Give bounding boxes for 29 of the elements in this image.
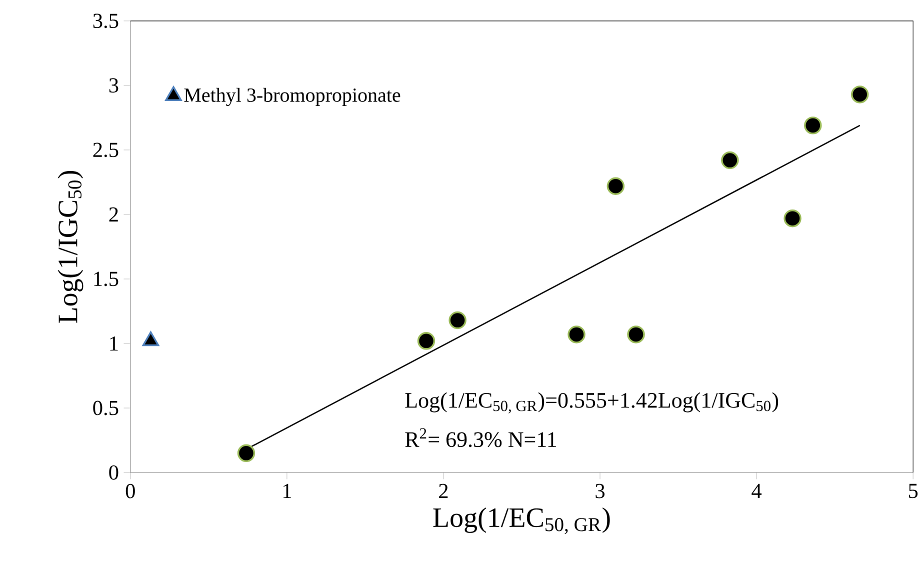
y-tick-label: 2 — [109, 207, 118, 222]
x-tick-label: 0 — [126, 484, 135, 498]
point — [721, 151, 739, 170]
x-axis-title: Log(1/EC$_{50, GR}$) — [433, 507, 610, 534]
x-tick-label: 1 — [283, 484, 291, 498]
x-tick-label: 2 — [439, 484, 448, 498]
point — [606, 177, 625, 195]
point — [627, 326, 645, 344]
point — [784, 209, 802, 228]
point — [417, 332, 436, 350]
annotation: Log(1/EC$_{50, GR}$)=0.555+1.42Log(1/IGC$_{50}$) — [405, 392, 778, 414]
y-axis-title: Log(1/IGC$_{50}$) — [58, 170, 84, 323]
point — [804, 116, 822, 134]
y-tick-label: 1 — [110, 336, 118, 351]
x-tick-label: 5 — [908, 484, 918, 498]
y-tick-label: 0 — [109, 465, 118, 480]
legend-label: Methyl 3-bromopropionate — [184, 88, 400, 106]
point — [568, 326, 586, 344]
x-tick-label: 4 — [752, 484, 762, 498]
x-tick-label: 3 — [596, 484, 605, 498]
point — [448, 311, 466, 330]
y-tick-label: 3.5 — [93, 14, 118, 28]
point — [237, 444, 256, 462]
point — [850, 86, 869, 104]
y-tick-label: 1.5 — [94, 272, 118, 286]
y-tick-label: 0.5 — [93, 400, 118, 416]
annotation: R$^{2}$= 69.3% N=11 — [405, 428, 556, 448]
y-tick-label: 3 — [109, 78, 118, 93]
y-tick-label: 2.5 — [93, 142, 118, 158]
